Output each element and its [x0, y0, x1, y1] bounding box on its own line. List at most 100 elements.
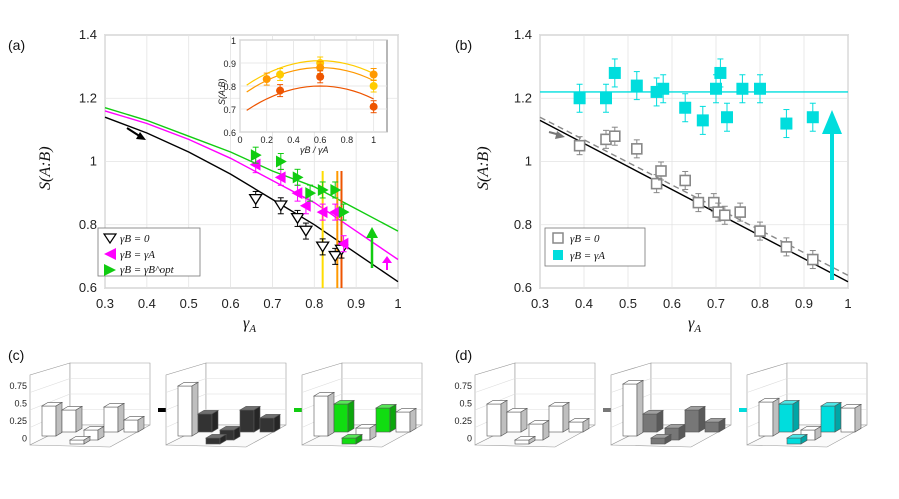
panel-a-label: (a) [8, 37, 25, 53]
inset-ytick-label: 0.9 [223, 59, 236, 69]
panel-a-series-1-point [291, 187, 303, 200]
panel-a-series-0-point [298, 225, 314, 238]
panel-a-xlabel: γA [243, 315, 256, 335]
panel-c-bar-side [117, 402, 125, 433]
panel-b-series-1-point [754, 82, 766, 95]
panel-d-bar-side [772, 397, 780, 437]
panel-c-bar-side [327, 391, 335, 437]
panel-b-xtick-label: 0.8 [751, 296, 769, 311]
panel-b-series-1-point [696, 114, 709, 127]
panel-c-bar-side [347, 399, 355, 433]
panel-d-cube-0-grid [474, 378, 516, 393]
panel-b-ylabel: S(A:B) [475, 146, 492, 190]
panel-a-series-1-point [249, 158, 261, 171]
panel-b-series-1-point [608, 66, 621, 79]
panel-b-series-1-point [714, 66, 727, 79]
panel-c-bar-side [191, 381, 199, 437]
panel-b-xtick-label: 0.6 [663, 296, 681, 311]
legend-cyan-square-icon [553, 250, 563, 260]
panel-d-bar-side [500, 399, 508, 437]
panel-c-cube-0-ytick-label: 0.5 [14, 399, 27, 409]
panel-d-cube-0-ytick-label: 0.5 [459, 399, 472, 409]
panel-d-bar-side [792, 399, 800, 433]
panel-b-ytick-label: 1.2 [514, 90, 532, 105]
gray-arrow-icon [548, 131, 565, 139]
panel-b-label: (b) [455, 37, 472, 53]
panel-a-ytick-label: 1 [90, 154, 97, 169]
inset-xlabel: γB / γA [300, 145, 329, 155]
legend-open-triangle-icon [102, 233, 118, 245]
panel-d-bar [786, 437, 802, 445]
panel-d-bar-side [800, 433, 808, 445]
panel-a-series-2-point [250, 149, 262, 162]
cyan-up-arrow-icon [822, 110, 842, 280]
panel-d-cube-0-ytick-label: 0.25 [454, 416, 472, 426]
panel-d-bar [486, 403, 502, 437]
panel-b-ytick-label: 0.8 [514, 217, 532, 232]
inset-ytick-label: 0.7 [223, 105, 236, 115]
inset-xtick-label: 0.2 [260, 135, 273, 145]
panel-d-bar [514, 439, 530, 445]
panel-a-ylabel: S(A:B) [37, 146, 54, 190]
panel-a-theory-curve-1 [104, 110, 399, 261]
panel-a-series-2-point [305, 187, 317, 200]
panel-c-bar-side [97, 425, 105, 441]
panel-a-series-0-point [273, 200, 288, 212]
panel-d-bar-side [678, 423, 686, 441]
panel-a-series-1-point [329, 206, 341, 219]
panel-d-bar-side [656, 409, 664, 433]
panel-c-bar-side [253, 405, 261, 433]
panel-c-cube-2-grid [301, 378, 343, 393]
panel-c-bar [259, 417, 275, 433]
panel-b-series-0-point [780, 241, 793, 253]
panel-d-bar-side [562, 401, 570, 433]
inset-series-0-point [369, 82, 378, 90]
panel-c-bar [41, 405, 57, 437]
panel-c-bar-side [137, 415, 145, 433]
panel-b-series-1-point [630, 79, 643, 92]
inset-series-2-point [369, 102, 378, 111]
panel-b-series-0-point [806, 253, 819, 266]
panel-c-bar-side [233, 425, 241, 441]
panel-b-chart: 0.3 0.4 0.5 0.6 0.7 0.8 0.9 1 0.6 0.8 1 1.2 1.4 γA S… [475, 27, 852, 335]
panel-c-bar-side [273, 413, 281, 433]
panel-a-chart: 0.3 0.4 0.5 0.6 0.7 0.8 0.9 1 0.6 0.8 1 1.2 1.4 γA S… [37, 27, 402, 335]
inset-xtick-label: 1 [371, 135, 376, 145]
panel-c-cube-0-ytick-label: 0.25 [9, 416, 27, 426]
panel-b-xlabel: γA [688, 315, 701, 335]
panel-a-series-2-point [330, 183, 342, 196]
panel-a-series-2-point [338, 206, 350, 219]
panel-b-xtick-label: 0.9 [795, 296, 813, 311]
panel-a-series-2-point [276, 155, 287, 168]
panel-c-bar [341, 437, 357, 445]
panel-c-cube-0-ytick-label: 0.75 [9, 381, 27, 391]
panel-b-series-1-point [679, 101, 692, 114]
panel-c-bar-side [389, 403, 397, 433]
panel-b-series-0-point [692, 196, 705, 209]
panel-a-series-0-point [248, 193, 263, 206]
panel-c-bar [313, 395, 329, 437]
panel-b-series-0-point [754, 225, 766, 237]
panel-b-series-1-point [736, 82, 749, 95]
panel-b-series-1-point [573, 92, 586, 105]
panel-b-reference-line-2 [539, 116, 849, 276]
legend-magenta-triangle-icon [104, 248, 116, 260]
panel-c-bar [123, 419, 139, 433]
green-up-arrow-icon [366, 227, 378, 268]
inset-xtick-label: 0.6 [314, 135, 327, 145]
panel-b-series-1-point [657, 82, 670, 95]
panel-d-bar [650, 437, 666, 445]
panel-b-series-1-point [600, 92, 612, 105]
panel-c-bar-side [75, 405, 83, 433]
panel-a-legend: γB = 0 γB = γA γB = γB^opt [97, 227, 201, 277]
panel-a-ytick-label: 1.2 [79, 90, 97, 105]
panel-a-series-0-point [328, 250, 343, 263]
panel-d-bar [568, 421, 584, 433]
panel-c-bar [395, 411, 411, 433]
legend-a-item-1: γB = 0 [120, 233, 150, 245]
panel-b-xtick-label: 0.5 [619, 296, 637, 311]
panel-d-bar-side [542, 419, 550, 441]
panel-b-xtick-label: 0.7 [707, 296, 725, 311]
panel-c-cube-0-grid [29, 378, 71, 393]
